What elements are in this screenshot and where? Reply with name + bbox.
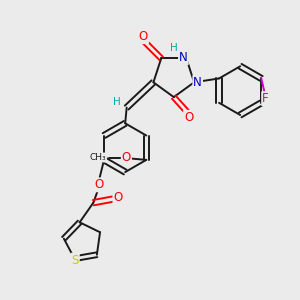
Text: O: O	[184, 111, 193, 124]
Text: N: N	[179, 51, 188, 64]
Text: H: H	[170, 43, 178, 53]
Text: O: O	[122, 151, 131, 164]
Text: F: F	[262, 92, 269, 105]
Text: O: O	[113, 191, 123, 204]
Text: N: N	[193, 76, 202, 89]
Text: S: S	[71, 254, 79, 267]
Text: O: O	[139, 30, 148, 43]
Text: H: H	[113, 97, 121, 107]
Text: CH₃: CH₃	[90, 153, 106, 162]
Text: O: O	[94, 178, 104, 191]
